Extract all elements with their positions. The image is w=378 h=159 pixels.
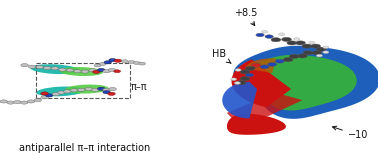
Text: −10: −10 [333,126,368,140]
Circle shape [316,54,322,57]
Circle shape [91,88,99,91]
Circle shape [128,61,135,63]
Ellipse shape [30,64,79,74]
Circle shape [66,69,74,72]
Ellipse shape [36,86,85,96]
Polygon shape [232,59,291,107]
Polygon shape [246,58,276,73]
Circle shape [64,90,71,93]
Circle shape [14,100,21,104]
Circle shape [282,37,291,41]
Circle shape [45,94,53,97]
Circle shape [104,61,112,64]
Circle shape [108,92,115,95]
Text: HB: HB [212,49,231,63]
Circle shape [7,101,14,104]
Circle shape [309,41,315,44]
Circle shape [0,100,8,103]
Circle shape [93,70,100,73]
Circle shape [74,70,81,73]
Circle shape [256,33,264,37]
Circle shape [236,81,246,85]
Text: antiparallel π–π interaction: antiparallel π–π interaction [19,143,151,153]
Circle shape [103,91,110,94]
Circle shape [302,44,312,48]
Circle shape [251,63,261,67]
Circle shape [21,64,28,67]
Polygon shape [222,82,257,118]
Circle shape [41,92,48,95]
Circle shape [36,66,43,69]
Circle shape [297,54,307,58]
Circle shape [59,68,66,71]
Circle shape [85,87,93,91]
Circle shape [109,87,116,91]
Circle shape [114,70,121,73]
Circle shape [245,73,254,77]
Circle shape [262,31,268,33]
Text: +8.5: +8.5 [234,8,257,26]
Ellipse shape [65,85,109,93]
Circle shape [268,62,277,66]
Circle shape [240,70,250,74]
Circle shape [303,51,313,55]
Circle shape [245,66,255,70]
Circle shape [316,47,326,51]
Ellipse shape [59,67,103,76]
Circle shape [70,89,78,92]
Circle shape [52,93,60,96]
Polygon shape [233,46,378,119]
Circle shape [234,82,240,84]
Circle shape [114,59,122,62]
Circle shape [289,54,299,59]
Circle shape [103,70,110,73]
Circle shape [312,51,322,55]
Circle shape [98,68,105,72]
Circle shape [121,60,128,63]
Text: π–π: π–π [130,82,147,92]
Circle shape [311,44,321,48]
Circle shape [81,70,89,73]
Circle shape [235,69,241,71]
Circle shape [77,88,85,91]
Circle shape [294,38,300,40]
Circle shape [28,65,36,68]
Circle shape [133,62,140,64]
Circle shape [296,41,305,45]
Circle shape [275,59,284,63]
Circle shape [103,88,110,91]
Circle shape [51,67,59,70]
Circle shape [260,65,269,69]
Polygon shape [227,91,302,121]
Circle shape [108,68,116,72]
Circle shape [231,78,237,80]
Circle shape [323,46,329,48]
Circle shape [57,91,65,94]
Circle shape [240,77,250,81]
Circle shape [89,69,96,72]
Circle shape [109,59,116,62]
Circle shape [139,62,146,65]
Circle shape [283,58,293,62]
Circle shape [323,51,329,53]
Circle shape [43,66,51,70]
Circle shape [94,64,101,67]
Circle shape [20,101,28,104]
Circle shape [287,41,297,45]
Circle shape [41,96,48,99]
Circle shape [271,38,281,42]
Circle shape [34,99,42,102]
Polygon shape [245,55,357,111]
Polygon shape [227,114,286,135]
Circle shape [265,35,273,38]
Circle shape [99,62,106,65]
Circle shape [27,100,35,103]
Circle shape [98,87,105,90]
Circle shape [279,33,285,35]
